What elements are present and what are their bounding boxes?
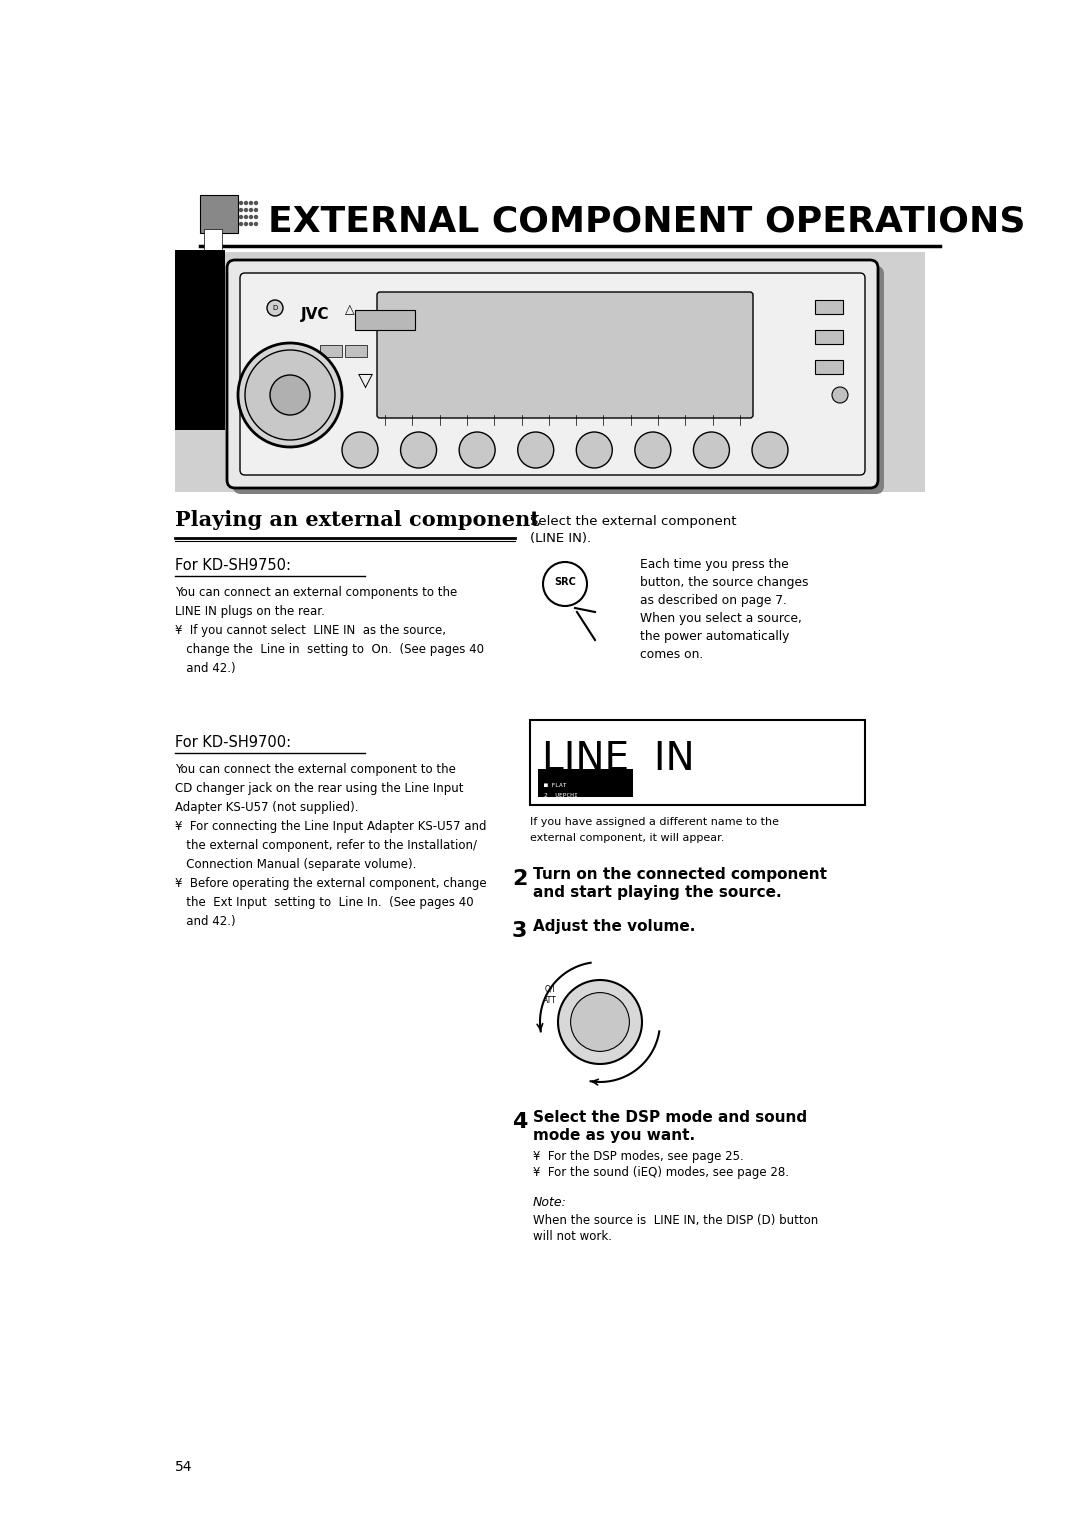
Text: 4: 4 <box>512 1112 527 1132</box>
Text: 2: 2 <box>512 869 527 889</box>
Text: will not work.: will not work. <box>534 1230 612 1242</box>
Circle shape <box>244 215 247 219</box>
Text: ¥  For the sound (iEQ) modes, see page 28.: ¥ For the sound (iEQ) modes, see page 28… <box>534 1166 789 1180</box>
Bar <box>355 310 415 330</box>
Text: When the source is  LINE IN, the DISP (D) button: When the source is LINE IN, the DISP (D)… <box>534 1215 819 1227</box>
Text: Each time you press the: Each time you press the <box>640 558 788 571</box>
Circle shape <box>577 432 612 468</box>
Text: D: D <box>272 306 278 312</box>
Circle shape <box>255 215 257 219</box>
Circle shape <box>244 202 247 205</box>
Circle shape <box>255 202 257 205</box>
Text: △: △ <box>346 304 355 316</box>
Bar <box>175 251 225 429</box>
Text: You can connect the external component to the: You can connect the external component t… <box>175 762 456 776</box>
Text: and start playing the source.: and start playing the source. <box>534 885 782 900</box>
Bar <box>320 345 342 358</box>
Text: Adjust the volume.: Adjust the volume. <box>534 918 696 934</box>
Text: Turn on the connected component: Turn on the connected component <box>534 866 827 882</box>
Text: external component, it will appear.: external component, it will appear. <box>530 833 725 843</box>
Circle shape <box>249 208 253 211</box>
Circle shape <box>238 342 342 448</box>
Circle shape <box>255 208 257 211</box>
Circle shape <box>255 223 257 226</box>
Text: the external component, refer to the Installation/: the external component, refer to the Ins… <box>175 839 477 853</box>
Text: 54: 54 <box>175 1459 192 1475</box>
Circle shape <box>244 223 247 226</box>
Bar <box>815 299 843 313</box>
Text: LINE IN plugs on the rear.: LINE IN plugs on the rear. <box>175 605 325 617</box>
Circle shape <box>267 299 283 316</box>
Text: For KD-SH9700:: For KD-SH9700: <box>175 735 292 750</box>
Circle shape <box>543 562 588 607</box>
Text: comes on.: comes on. <box>640 648 703 662</box>
Circle shape <box>240 208 243 211</box>
Text: ¥  For the DSP modes, see page 25.: ¥ For the DSP modes, see page 25. <box>534 1151 744 1163</box>
Text: Select the external component: Select the external component <box>530 515 737 529</box>
Circle shape <box>401 432 436 468</box>
Text: SRC: SRC <box>554 578 576 587</box>
Text: 3: 3 <box>512 921 527 941</box>
Text: CD changer jack on the rear using the Line Input: CD changer jack on the rear using the Li… <box>175 782 463 795</box>
Text: as described on page 7.: as described on page 7. <box>640 594 787 607</box>
Circle shape <box>752 432 788 468</box>
Circle shape <box>244 208 247 211</box>
Text: mode as you want.: mode as you want. <box>534 1128 696 1143</box>
Text: change the  Line in  setting to  On.  (See pages 40: change the Line in setting to On. (See p… <box>175 643 484 656</box>
Text: the  Ext Input  setting to  Line In.  (See pages 40: the Ext Input setting to Line In. (See p… <box>175 895 474 909</box>
Bar <box>815 361 843 374</box>
Circle shape <box>459 432 495 468</box>
Text: If you have assigned a different name to the: If you have assigned a different name to… <box>530 817 779 827</box>
Text: ¥  Before operating the external component, change: ¥ Before operating the external componen… <box>175 877 487 889</box>
Circle shape <box>249 223 253 226</box>
Text: When you select a source,: When you select a source, <box>640 613 801 625</box>
Bar <box>530 720 865 805</box>
Bar <box>204 229 222 251</box>
Circle shape <box>558 979 642 1063</box>
Circle shape <box>635 432 671 468</box>
Text: 2  UEPCHI: 2 UEPCHI <box>544 793 578 798</box>
Bar <box>538 769 633 798</box>
Circle shape <box>249 202 253 205</box>
Text: the power automatically: the power automatically <box>640 630 789 643</box>
Bar <box>345 345 367 358</box>
Text: (LINE IN).: (LINE IN). <box>530 532 591 545</box>
Circle shape <box>249 215 253 219</box>
Text: Connection Manual (separate volume).: Connection Manual (separate volume). <box>175 859 417 871</box>
Circle shape <box>245 350 335 440</box>
Bar <box>815 330 843 344</box>
Circle shape <box>832 387 848 403</box>
Circle shape <box>693 432 729 468</box>
Text: Adapter KS-U57 (not supplied).: Adapter KS-U57 (not supplied). <box>175 801 359 814</box>
FancyBboxPatch shape <box>240 274 865 475</box>
Text: and 42.): and 42.) <box>175 915 235 927</box>
Text: ¥  For connecting the Line Input Adapter KS-U57 and: ¥ For connecting the Line Input Adapter … <box>175 821 486 833</box>
Text: ¥  If you cannot select  LINE IN  as the source,: ¥ If you cannot select LINE IN as the so… <box>175 623 446 637</box>
Circle shape <box>342 432 378 468</box>
Circle shape <box>240 202 243 205</box>
Circle shape <box>570 993 630 1051</box>
Text: ■ FLAT: ■ FLAT <box>544 782 567 788</box>
Text: LINE  IN: LINE IN <box>542 740 694 778</box>
Bar <box>175 252 924 492</box>
Text: Playing an external component: Playing an external component <box>175 510 540 530</box>
Circle shape <box>270 374 310 416</box>
Circle shape <box>517 432 554 468</box>
Bar <box>200 196 238 232</box>
FancyBboxPatch shape <box>377 292 753 419</box>
Text: For KD-SH9750:: For KD-SH9750: <box>175 558 291 573</box>
Text: and 42.): and 42.) <box>175 662 235 675</box>
Text: ▽: ▽ <box>357 370 373 390</box>
Text: You can connect an external components to the: You can connect an external components t… <box>175 587 457 599</box>
Text: button, the source changes: button, the source changes <box>640 576 809 588</box>
Text: JVC: JVC <box>300 307 329 322</box>
Text: Note:: Note: <box>534 1196 567 1209</box>
Circle shape <box>240 223 243 226</box>
FancyBboxPatch shape <box>233 266 885 494</box>
Text: O/I
ATT: O/I ATT <box>543 986 557 1005</box>
Text: Select the DSP mode and sound: Select the DSP mode and sound <box>534 1109 807 1125</box>
Text: EXTERNAL COMPONENT OPERATIONS: EXTERNAL COMPONENT OPERATIONS <box>268 205 1026 238</box>
FancyBboxPatch shape <box>227 260 878 487</box>
Circle shape <box>240 215 243 219</box>
